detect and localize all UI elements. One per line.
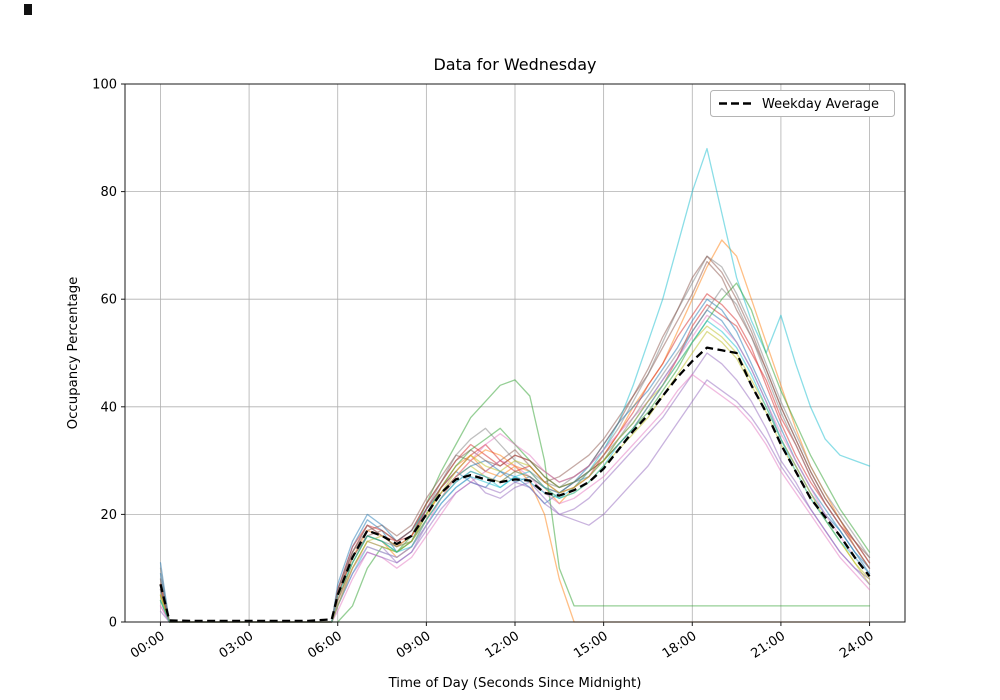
x-tick-label: 12:00 xyxy=(483,629,523,662)
y-tick-label: 0 xyxy=(109,616,117,631)
legend: Weekday Average xyxy=(710,90,895,117)
x-tick-label: 06:00 xyxy=(305,629,345,662)
screen-corner-artifact xyxy=(24,4,32,15)
axis-ticks xyxy=(121,83,871,626)
y-tick-label: 20 xyxy=(100,508,117,523)
x-tick-label: 09:00 xyxy=(394,629,434,662)
y-tick-label: 60 xyxy=(100,293,117,308)
weekday-average-line xyxy=(159,346,871,623)
y-tick-label: 40 xyxy=(100,400,117,415)
x-tick-label: 03:00 xyxy=(217,629,257,662)
x-tick-labels: 00:00 03:00 06:00 09:00 12:00 15:00 18:00 21:00… xyxy=(128,629,877,662)
x-axis-label: Time of Day (Seconds Since Midnight) xyxy=(388,676,642,691)
legend-label: Weekday Average xyxy=(762,97,879,112)
x-tick-label: 24:00 xyxy=(837,629,877,662)
y-tick-label: 100 xyxy=(92,78,117,93)
y-tick-labels: 0 20 40 60 80 100 xyxy=(92,78,117,631)
legend-box xyxy=(710,90,895,117)
y-axis-label: Occupancy Percentage xyxy=(66,277,81,430)
average-line xyxy=(159,346,871,623)
y-tick-label: 80 xyxy=(100,185,117,200)
series-line xyxy=(159,325,871,623)
chart-title: Data for Wednesday xyxy=(433,55,596,74)
x-tick-label: 21:00 xyxy=(748,629,788,662)
gridlines xyxy=(125,83,905,623)
x-tick-label: 00:00 xyxy=(128,629,168,662)
x-tick-label: 15:00 xyxy=(571,629,611,662)
x-tick-label: 18:00 xyxy=(660,629,700,662)
